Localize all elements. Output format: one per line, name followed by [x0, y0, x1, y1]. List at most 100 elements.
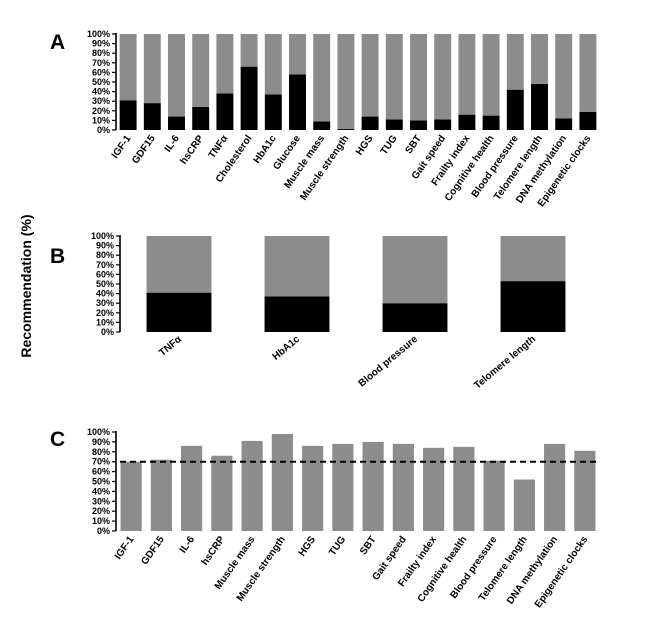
- panel-a-bar-dark-segment: [361, 116, 379, 130]
- panel-c-category-label: HGS: [297, 534, 319, 558]
- panel-a-bar-dark-segment: [289, 74, 306, 130]
- panel-a-bar-gray-segment: [410, 34, 427, 121]
- panel-c-bar-value: [483, 460, 505, 531]
- panel-c-y-tick-label: 0%: [97, 526, 110, 536]
- panel-b-letter: B: [50, 245, 65, 268]
- panel-a-bar-dark-segment: [579, 111, 597, 130]
- panel-b-y-tick-label: 50%: [96, 279, 114, 289]
- panel-a-bar-gray-segment: [192, 34, 210, 107]
- panel-c-y-tick-label: 30%: [92, 496, 110, 506]
- panel-a-bar-gray-segment: [337, 34, 355, 130]
- panel-a-y-tick-label: 10%: [92, 115, 110, 125]
- panel-b-category-label: HbA1c: [271, 334, 303, 363]
- panel-b-y-tick-label: 90%: [96, 241, 114, 251]
- panel-c-category-label: hsCRP: [200, 534, 228, 567]
- panel-b-bar-dark-segment: [146, 292, 212, 332]
- panel-a-bar-gray-segment: [216, 34, 234, 94]
- panel-c-bar-value: [544, 443, 566, 531]
- panel-c-y-tick-label: 60%: [92, 467, 110, 477]
- panel-a-letter: A: [50, 31, 65, 54]
- panel-a-category-label: hsCRP: [178, 133, 206, 166]
- panel-c-y-tick-label: 80%: [92, 447, 110, 457]
- panel-a-bar-dark-segment: [119, 100, 137, 130]
- panel-a-bar-gray-segment: [264, 34, 282, 95]
- panel-b-y-tick-label: 30%: [96, 298, 114, 308]
- panel-b-y-tick-label: 40%: [96, 289, 114, 299]
- panel-b-y-tick-label: 0%: [101, 327, 114, 337]
- panel-c-y-tick-label: 50%: [92, 477, 110, 487]
- panel-b-bar-dark-segment: [264, 296, 330, 332]
- panel-a-bar-dark-segment: [434, 119, 452, 130]
- panel-a-bar-gray-segment: [531, 34, 548, 84]
- panel-b-bar-dark-segment: [500, 281, 566, 332]
- panel-a-y-tick-label: 40%: [92, 87, 110, 97]
- panel-a-bar-gray-segment: [506, 34, 524, 90]
- panel-c-letter: C: [50, 428, 65, 451]
- panel-b-bar-gray-segment: [382, 236, 448, 304]
- panel-a-bar-gray-segment: [289, 34, 306, 75]
- panel-a-y-tick-label: 70%: [92, 58, 110, 68]
- panel-a-bar-gray-segment: [313, 34, 331, 122]
- panel-a-bar-gray-segment: [579, 34, 597, 112]
- panel-a-category-label: SBT: [403, 133, 423, 156]
- panel-b-bar-gray-segment: [146, 236, 212, 293]
- panel-c-y-tick-label: 40%: [92, 486, 110, 496]
- panel-b-y-tick-label: 70%: [96, 260, 114, 270]
- panel-a-bar-gray-segment: [119, 34, 137, 101]
- panel-a-bar-dark-segment: [410, 120, 427, 130]
- panel-c-bar-value: [332, 443, 354, 531]
- panel-b-category-label: TNFα: [157, 333, 184, 358]
- panel-a-bar-gray-segment: [385, 34, 403, 120]
- panel-a-bar-gray-segment: [143, 34, 161, 104]
- panel-a-category-label: TNFα: [207, 133, 231, 161]
- panel-a-y-tick-label: 80%: [92, 48, 110, 58]
- shared-y-axis-label: Recommendation (%): [18, 214, 34, 357]
- panel-b-y-tick-label: 80%: [96, 250, 114, 260]
- panel-c-chart: 0%10%20%30%40%50%60%70%80%90%100% IGF-1 GD…: [87, 427, 598, 610]
- panel-b-category-label: Telomere length: [472, 334, 538, 392]
- panel-c-bar-value: [271, 433, 293, 531]
- panel-c-y-tick-label: 10%: [92, 516, 110, 526]
- panel-c-bar-value: [241, 440, 263, 531]
- panel-c-bar-value: [574, 450, 596, 531]
- panel-a-category-label: IL-6: [163, 133, 182, 154]
- panel-a-bar-dark-segment: [168, 116, 185, 130]
- panel-a-bar-dark-segment: [143, 103, 161, 130]
- panel-c-category-label: SBT: [358, 534, 378, 557]
- panel-c-y-tick-label: 20%: [92, 506, 110, 516]
- panel-a-category-label: HGS: [354, 133, 376, 157]
- panel-b-category-label: Blood pressure: [357, 334, 421, 390]
- panel-a-chart: 0%10%20%30%40%50%60%70%80%90%100% IGF-1GD…: [87, 29, 597, 209]
- panel-a-y-tick-label: 100%: [87, 29, 110, 39]
- panel-a-bar-dark-segment: [531, 83, 548, 130]
- panel-c-bar-value: [453, 446, 475, 531]
- panel-a-bar-gray-segment: [482, 34, 500, 116]
- panel-a-bar-gray-segment: [240, 34, 258, 67]
- panel-c-y-tick-label: 100%: [87, 427, 110, 437]
- panel-a-category-label: IGF-1: [110, 133, 134, 161]
- panel-a-bar-gray-segment: [555, 34, 573, 119]
- panel-c-bar-value: [302, 445, 324, 531]
- panel-a-bar-dark-segment: [216, 93, 234, 130]
- panel-a-y-tick-label: 60%: [92, 67, 110, 77]
- panel-a-y-tick-label: 20%: [92, 106, 110, 116]
- panel-b-chart: 0%10%20%30%40%50%60%70%80%90%100% TNFα HbA…: [91, 231, 566, 392]
- panel-c-category-label: GDF15: [139, 534, 167, 567]
- panel-b-y-tick-label: 60%: [96, 269, 114, 279]
- panel-a-category-label: GDF15: [130, 133, 158, 166]
- panel-c-category-label: IL-6: [178, 534, 197, 555]
- panel-c-y-tick-label: 90%: [92, 437, 110, 447]
- panel-a-bar-gray-segment: [168, 34, 185, 117]
- panel-a-bar-dark-segment: [385, 119, 403, 130]
- panel-c-bar-value: [181, 445, 203, 531]
- panel-c-bar-value: [513, 479, 535, 531]
- panel-a-bar-gray-segment: [434, 34, 452, 120]
- panel-a-bar-dark-segment: [555, 118, 573, 130]
- panel-a-bar-gray-segment: [361, 34, 379, 117]
- panel-a-bar-dark-segment: [264, 94, 282, 130]
- panel-c-category-label: IGF-1: [113, 534, 137, 562]
- panel-a-bar-dark-segment: [337, 129, 355, 130]
- panel-b-y-tick-label: 20%: [96, 308, 114, 318]
- panel-b-y-tick-label: 10%: [96, 317, 114, 327]
- panel-c-bar-value: [362, 441, 384, 531]
